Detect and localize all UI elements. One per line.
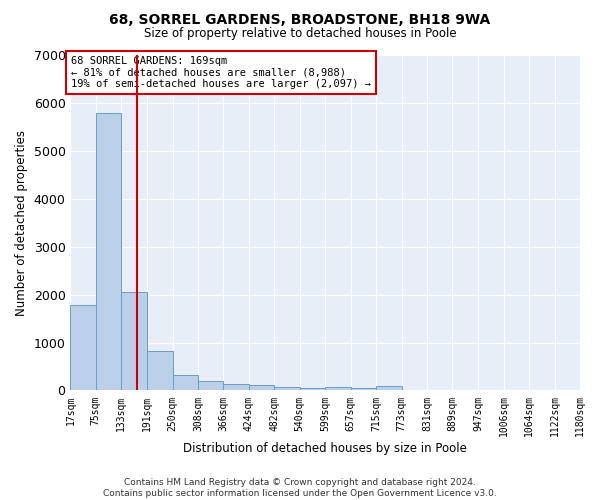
Bar <box>121 292 146 390</box>
Text: 68, SORREL GARDENS, BROADSTONE, BH18 9WA: 68, SORREL GARDENS, BROADSTONE, BH18 9WA <box>109 12 491 26</box>
Bar <box>223 384 249 390</box>
Bar <box>96 112 121 390</box>
Bar <box>274 386 299 390</box>
X-axis label: Distribution of detached houses by size in Poole: Distribution of detached houses by size … <box>183 442 467 455</box>
Bar <box>351 388 376 390</box>
Text: Size of property relative to detached houses in Poole: Size of property relative to detached ho… <box>143 28 457 40</box>
Bar <box>70 305 96 390</box>
Bar <box>325 387 351 390</box>
Text: Contains HM Land Registry data © Crown copyright and database right 2024.
Contai: Contains HM Land Registry data © Crown c… <box>103 478 497 498</box>
Bar <box>249 385 274 390</box>
Bar <box>173 375 198 390</box>
Text: 68 SORREL GARDENS: 169sqm
← 81% of detached houses are smaller (8,988)
19% of se: 68 SORREL GARDENS: 169sqm ← 81% of detac… <box>71 56 371 89</box>
Y-axis label: Number of detached properties: Number of detached properties <box>15 130 28 316</box>
Bar <box>376 386 401 390</box>
Bar <box>146 351 173 391</box>
Bar <box>198 382 223 390</box>
Bar <box>299 388 325 390</box>
